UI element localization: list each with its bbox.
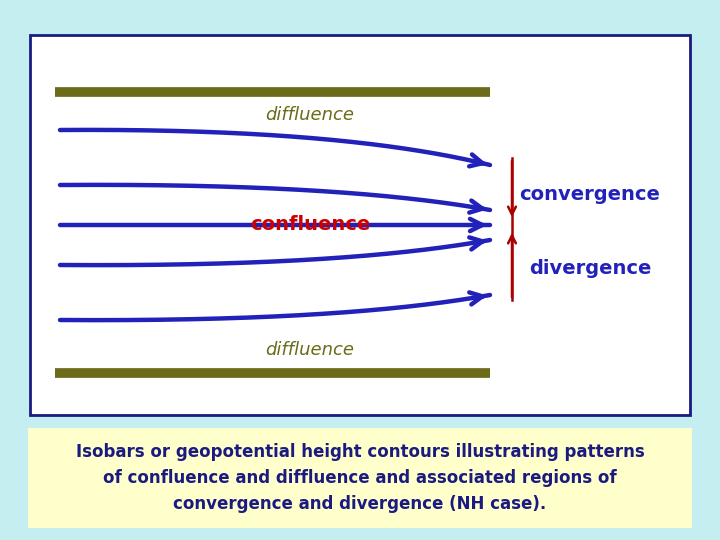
Text: diffluence: diffluence xyxy=(266,106,354,124)
Text: convergence: convergence xyxy=(520,186,660,205)
Bar xyxy=(28,428,692,528)
Text: confluence: confluence xyxy=(250,215,370,234)
Text: diffluence: diffluence xyxy=(266,341,354,359)
Bar xyxy=(30,35,690,415)
Text: divergence: divergence xyxy=(528,259,651,278)
Text: Isobars or geopotential height contours illustrating patterns
of confluence and : Isobars or geopotential height contours … xyxy=(76,443,644,514)
